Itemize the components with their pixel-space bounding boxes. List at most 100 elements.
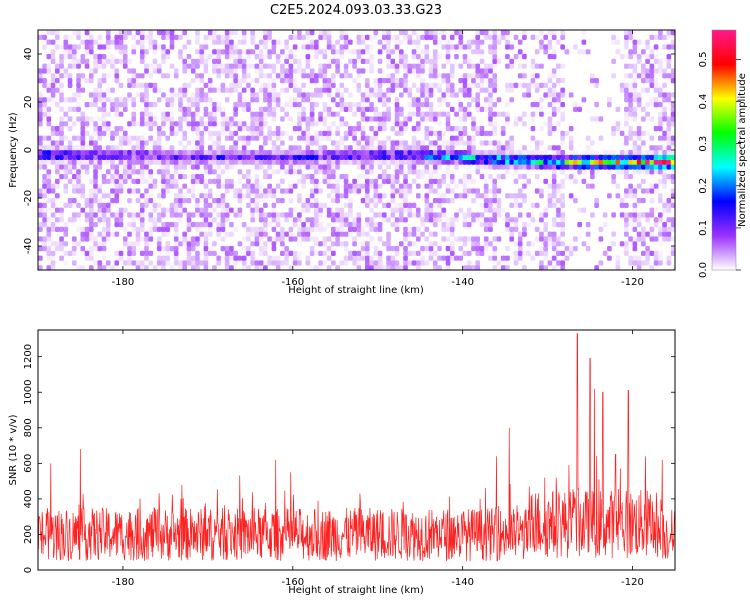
spectrogram-cell	[322, 73, 328, 79]
spectrogram-cell	[144, 198, 149, 204]
spectrogram-cell	[335, 58, 340, 64]
spectrogram-cell	[403, 265, 408, 271]
spectrogram-cell	[241, 140, 247, 146]
spectrogram-cell	[237, 150, 243, 156]
spectrogram-cell	[462, 212, 468, 218]
spectrogram-cell	[178, 164, 183, 170]
spectrogram-cell	[343, 34, 349, 40]
spectrogram-cell	[415, 87, 421, 93]
spectrogram-cell	[280, 106, 285, 112]
spectrogram-cell	[437, 39, 442, 45]
spectrogram-cell	[318, 68, 323, 74]
spectrogram-cell	[641, 164, 646, 170]
spectrogram-cell	[322, 49, 328, 55]
spectrogram-cell	[339, 174, 345, 180]
spectrogram-cell	[449, 87, 455, 93]
spectrogram-cell	[624, 222, 629, 228]
spectrogram-cell	[288, 164, 294, 170]
spectrogram-cell	[144, 82, 149, 88]
spectrogram-cell	[394, 106, 400, 112]
spectrogram-cell	[585, 159, 591, 165]
spectrogram-cell	[318, 265, 323, 271]
spectrogram-cell	[352, 236, 357, 242]
spectrogram-cell	[182, 116, 188, 122]
spectrogram-cell	[386, 135, 391, 141]
spectrogram-cell	[93, 188, 98, 194]
spectrogram-cell	[377, 250, 383, 256]
spectrogram-cell	[488, 92, 493, 98]
spectrogram-cell	[331, 183, 336, 189]
spectrogram-cell	[246, 193, 251, 199]
spectrogram-cell	[585, 231, 591, 237]
spectrogram-cell	[131, 159, 137, 165]
spectrogram-cell	[122, 63, 128, 69]
spectrogram-cell	[653, 34, 659, 40]
spectrogram-cell	[284, 73, 289, 79]
spectrogram-cell	[530, 73, 536, 79]
spectrogram-cell	[122, 102, 128, 108]
spectrogram-cell	[632, 39, 638, 45]
spectrogram-cell	[496, 164, 502, 170]
spectrogram-cell	[577, 207, 582, 213]
spectrogram-cell	[76, 150, 81, 156]
spectrogram-cell	[216, 183, 222, 189]
spectrogram-cell	[267, 97, 272, 103]
spectrogram-cell	[373, 116, 379, 122]
spectrogram-cell	[326, 87, 332, 93]
spectrogram-cell	[105, 169, 111, 175]
spectrogram-cell	[38, 73, 43, 79]
spectrogram-cell	[649, 78, 655, 84]
spectrogram-cell	[301, 202, 306, 208]
spectrogram-cell	[424, 212, 430, 218]
spectrogram-cell	[483, 97, 489, 103]
colorbar-frame	[711, 29, 737, 271]
spectrogram-cell	[101, 97, 107, 103]
spectrogram-cell	[437, 198, 442, 204]
spectrogram-cell	[560, 130, 565, 136]
spectrogram-cell	[88, 202, 94, 208]
spectrogram-cell	[122, 169, 128, 175]
spectrogram-cell	[246, 159, 251, 165]
spectrogram-cell	[381, 92, 387, 98]
spectrogram-cell	[441, 92, 447, 98]
spectrogram-cell	[190, 121, 196, 127]
spectrogram-cell	[335, 68, 340, 74]
spectrogram-cell	[76, 58, 81, 64]
spectrogram-cell	[54, 63, 60, 69]
spectrogram-cell	[195, 111, 200, 117]
spectrogram-cell	[101, 265, 107, 271]
spectrogram-cell	[186, 198, 192, 204]
spectrogram-cell	[636, 231, 642, 237]
spectrogram-cell	[526, 154, 532, 160]
spectrogram-cell	[250, 198, 255, 204]
spectrogram-cell	[475, 130, 481, 136]
spectrogram-cell	[615, 169, 621, 175]
spectrogram-cell	[54, 34, 60, 40]
spectrogram-cell	[335, 265, 340, 271]
spectrogram-cell	[475, 30, 481, 36]
spectrogram-cell	[54, 150, 60, 156]
spectrogram-cell	[556, 260, 561, 266]
spectrogram-cell	[241, 260, 247, 266]
spectrogram-cell	[216, 102, 222, 108]
spectrogram-cell	[437, 102, 442, 108]
spectrogram-cell	[415, 212, 421, 218]
spectrogram-cell	[139, 150, 145, 156]
spectrogram-cell	[212, 154, 217, 160]
spectrogram-cell	[632, 241, 638, 247]
spectrogram-cell	[118, 140, 124, 146]
spectrogram-cell	[148, 82, 154, 88]
spectrogram-cell	[462, 82, 468, 88]
spectrogram-cell	[263, 111, 268, 117]
spectrogram-cell	[139, 212, 145, 218]
spectrogram-cell	[522, 174, 527, 180]
spectrogram-cell	[76, 145, 81, 151]
spectrogram-cell	[432, 217, 438, 223]
spectrogram-cell	[131, 145, 137, 151]
spectrogram-cell	[352, 226, 357, 232]
spectrogram-cell	[229, 222, 234, 228]
spectrogram-cell	[224, 207, 230, 213]
spectrogram-cell	[377, 49, 383, 55]
spectrogram-cell	[449, 178, 455, 184]
spectrogram-cell	[496, 188, 502, 194]
